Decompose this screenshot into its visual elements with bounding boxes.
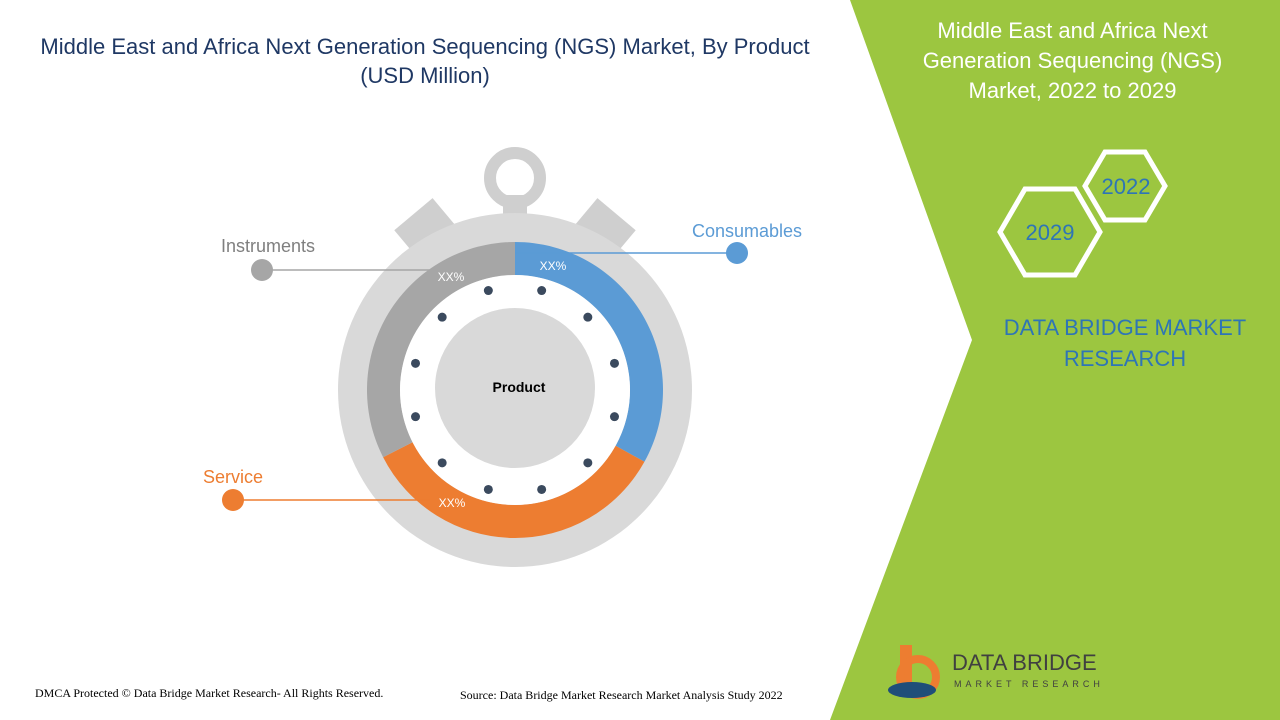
segment [367,242,515,458]
watch-button [394,198,456,258]
segment-name: Service [203,467,263,487]
segment-label: XX% [540,259,567,273]
leader-dot [726,242,748,264]
logo-tagline: MARKET RESEARCH [954,679,1104,689]
leader-dot [222,489,244,511]
hexagon [997,186,1103,278]
dial-dot [609,358,619,368]
segment-name: Consumables [692,221,802,241]
source: Source: Data Bridge Market Research Mark… [460,688,783,702]
dial-dot [583,458,593,468]
dial-dot [483,286,493,296]
dial-dot [609,412,619,422]
segment-name: Instruments [221,236,315,256]
year: 2022 [1102,174,1151,199]
year: 2029 [1026,220,1075,245]
dial-dot [583,312,593,322]
logo-mark [888,682,936,698]
segment [383,442,645,538]
dial-dot [411,412,421,422]
chart-title: Middle East and Africa Next Generation S… [40,34,810,88]
segment-label: XX% [438,270,465,284]
leader-dot [251,259,273,281]
brand: DATA BRIDGE MARKET RESEARCH [1003,315,1247,371]
segment-label: XX% [439,496,466,510]
dial-dot [437,458,447,468]
dial-dot [483,484,493,494]
center-disc [435,308,595,468]
hexagon [1082,149,1168,223]
side-title: Middle East and Africa Next Generation S… [922,18,1223,103]
dial-dot [537,484,547,494]
dial-dot [411,358,421,368]
logo: DATA BRIDGE MARKET RESEARCH [888,645,1104,699]
stopwatch [338,147,692,567]
logo-name: DATA BRIDGE [952,650,1097,675]
center-label: Product [493,379,546,395]
segment [515,242,664,462]
dial-dot [537,286,547,296]
dial-dot [437,312,447,322]
copyright: DMCA Protected © Data Bridge Market Rese… [35,686,383,700]
side-panel-bg [830,0,1280,720]
watch-button [574,198,636,258]
